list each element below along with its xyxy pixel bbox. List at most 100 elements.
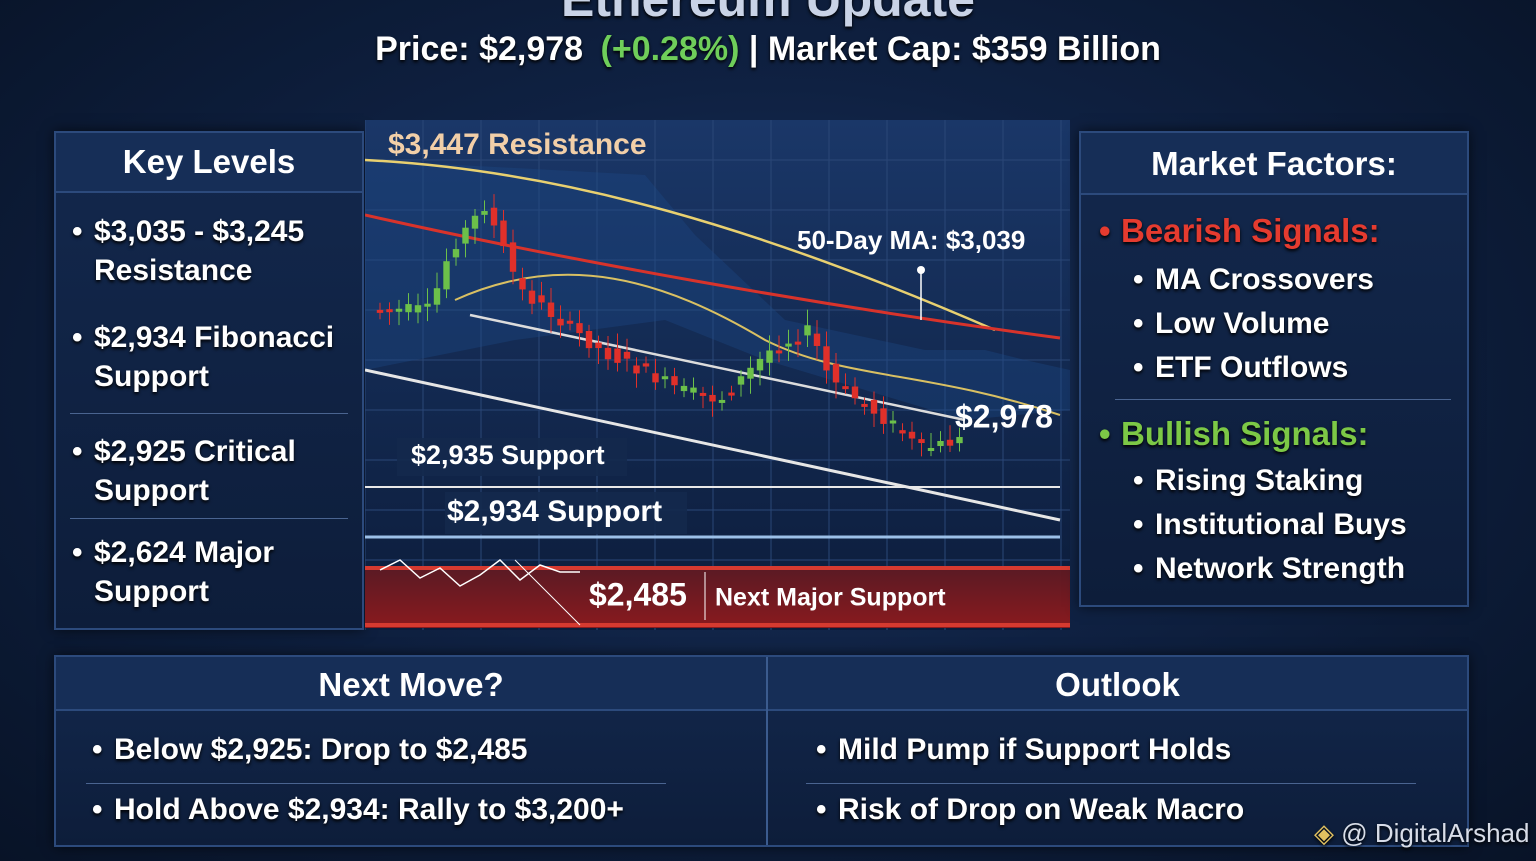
- mini-line: [379, 559, 580, 587]
- decoration: [642, 363, 650, 367]
- decoration: [842, 386, 849, 390]
- decoration: [405, 304, 412, 313]
- decoration: [452, 249, 460, 258]
- decoration: [671, 376, 678, 386]
- trend-line: [469, 313, 966, 422]
- decoration: [528, 290, 536, 304]
- support-label: $2,935 Support: [411, 440, 605, 470]
- decoration: [709, 394, 716, 402]
- decoration: [851, 386, 859, 399]
- decoration: [471, 215, 479, 229]
- key-level-label: Support: [94, 360, 209, 393]
- next-move-title: Next Move?: [56, 657, 766, 711]
- decoration: [538, 295, 545, 303]
- decoration: [576, 323, 583, 334]
- key-level: $2,925 Critical: [72, 433, 296, 471]
- decoration: [680, 385, 688, 392]
- mini-line: [514, 559, 581, 626]
- decoration: [747, 367, 754, 379]
- bullish-item: Institutional Buys: [1133, 506, 1407, 544]
- decoration: [737, 376, 745, 385]
- decoration: [376, 309, 384, 313]
- bearish-item: Low Volume: [1133, 305, 1330, 343]
- decoration: [918, 439, 925, 444]
- decoration: [823, 346, 830, 371]
- decoration: [652, 373, 659, 383]
- major-support-price: $2,485: [589, 576, 687, 612]
- decoration: [566, 320, 574, 324]
- decoration: [785, 343, 792, 347]
- divider: [86, 783, 666, 784]
- ma-line: [454, 273, 1061, 416]
- divider: [766, 657, 768, 845]
- major-support-label: Next Major Support: [715, 584, 946, 612]
- divider: [70, 413, 348, 414]
- key-level-label: Resistance: [94, 254, 253, 287]
- label-box: [397, 438, 627, 476]
- decoration: [937, 441, 944, 447]
- key-level: $2,624 Major: [72, 534, 274, 572]
- decoration: [775, 350, 783, 354]
- current-price: $2,978: [955, 398, 1053, 434]
- ma-line: [365, 158, 996, 332]
- decoration: [395, 308, 403, 312]
- decoration: [433, 288, 441, 305]
- decoration: [633, 365, 640, 374]
- decoration: [756, 358, 764, 371]
- decoration: [490, 207, 498, 226]
- separator: |: [748, 30, 759, 68]
- outlook-item: Risk of Drop on Weak Macro: [816, 791, 1244, 829]
- decoration: [889, 420, 897, 424]
- change: (+0.28%): [600, 30, 740, 68]
- trend-line: [365, 368, 1061, 522]
- decoration: [699, 392, 707, 396]
- decoration: [547, 302, 555, 317]
- decoration: [386, 309, 393, 313]
- divider: [806, 783, 1416, 784]
- decoration: [462, 227, 469, 244]
- support-label: $2,934 Support: [447, 495, 662, 528]
- key-level: $3,035 - $3,245: [72, 213, 304, 251]
- decoration: [509, 242, 517, 272]
- decoration: [766, 350, 773, 363]
- major-support-zone: [365, 568, 1070, 628]
- decoration: [956, 437, 963, 444]
- decoration: [595, 342, 602, 349]
- decoration: [794, 341, 802, 345]
- title: Ethereum Update: [0, 0, 1536, 28]
- decoration: [927, 447, 935, 451]
- decoration: [585, 330, 593, 349]
- ma-label: 50-Day MA: $3,039: [797, 225, 1025, 255]
- decoration: [899, 430, 906, 434]
- price-chart: $3,447 Resistance 50-Day MA: $3,039 $2,9…: [365, 120, 1070, 630]
- resistance-label: $3,447 Resistance: [388, 128, 647, 161]
- decoration: [728, 392, 735, 396]
- divider: [70, 518, 348, 519]
- ma-dot: [917, 266, 925, 274]
- decoration: [832, 363, 840, 383]
- outlook-title: Outlook: [768, 657, 1467, 711]
- decoration: [500, 220, 507, 247]
- key-level-label: Support: [94, 474, 209, 507]
- market-cap-label: Market Cap:: [767, 30, 963, 68]
- decoration: [718, 399, 726, 403]
- bearish-title: Bearish Signals:: [1099, 212, 1380, 250]
- key-level-label: Support: [94, 575, 209, 608]
- price: $2,978: [479, 30, 584, 68]
- decoration: [481, 211, 488, 215]
- outlook-item: Mild Pump if Support Holds: [816, 731, 1231, 769]
- bearish-item: MA Crossovers: [1133, 261, 1374, 299]
- chart-bg: [365, 120, 1070, 630]
- next-move-item: Below $2,925: Drop to $2,485: [92, 731, 527, 769]
- band: [365, 160, 1070, 420]
- bearish-item: ETF Outflows: [1133, 349, 1348, 387]
- price-label: Price:: [375, 30, 470, 68]
- market-cap: $359 Billion: [971, 30, 1161, 68]
- divider: [1115, 399, 1451, 400]
- bullish-item: Rising Staking: [1133, 462, 1363, 500]
- price-line: Price: $2,978 (+0.28%) | Market Cap: $35…: [0, 30, 1536, 69]
- decoration: [861, 403, 868, 407]
- decoration: [870, 399, 878, 414]
- bullish-title: Bullish Signals:: [1099, 415, 1369, 453]
